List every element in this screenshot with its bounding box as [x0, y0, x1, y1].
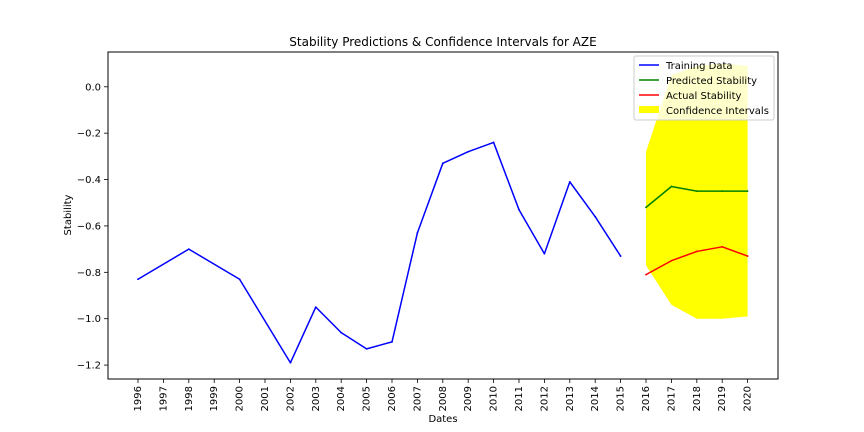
- legend-swatch-confidence: [639, 106, 659, 113]
- training-data-point: [594, 215, 597, 218]
- x-tick-label: 2011: [514, 386, 525, 411]
- x-tick-label: 2004: [336, 386, 347, 411]
- x-tick-label: 2010: [489, 386, 500, 411]
- y-tick-label: −0.4: [77, 175, 101, 186]
- actual-stability-point: [746, 255, 749, 257]
- x-tick-label: 2006: [387, 386, 398, 411]
- x-tick-label: 2014: [590, 386, 601, 411]
- training-data-point: [568, 180, 571, 183]
- x-tick-label: 2020: [743, 386, 754, 411]
- training-data-point: [619, 255, 622, 257]
- training-data-point: [467, 150, 470, 153]
- x-tick-label: 2000: [235, 386, 246, 411]
- actual-stability-point: [695, 250, 698, 253]
- x-tick-label: 2009: [463, 386, 474, 411]
- training-data-point: [187, 248, 190, 251]
- y-axis-title: Stability: [63, 194, 74, 235]
- y-tick-label: 0.0: [85, 82, 101, 93]
- legend-label-actual: Actual Stability: [666, 91, 742, 102]
- y-tick-label: −1.0: [77, 314, 101, 325]
- predicted-stability-point: [670, 185, 673, 188]
- predicted-stability-point: [721, 190, 724, 193]
- actual-stability-point: [670, 259, 673, 262]
- x-tick-label: 2015: [616, 386, 627, 411]
- x-tick-label: 2017: [666, 386, 677, 411]
- x-tick-label: 2007: [412, 386, 423, 411]
- chart-title: Stability Predictions & Confidence Inter…: [289, 35, 596, 49]
- x-tick-label: 2008: [438, 386, 449, 411]
- training-data-point: [391, 340, 393, 343]
- x-tick-label: 2012: [539, 386, 550, 411]
- legend-label-training: Training Data: [665, 61, 733, 72]
- x-tick-label: 1996: [133, 386, 144, 411]
- training-data-point: [416, 231, 419, 234]
- y-tick-label: −0.2: [77, 129, 101, 140]
- x-tick-label: 2016: [641, 386, 652, 411]
- legend: Training Data Predicted Stability Actual…: [633, 55, 775, 121]
- x-tick-label: 1997: [158, 386, 169, 411]
- x-axis: 1996 1997 1998 1999 2000 2001 2002 2003 2004 2005…: [133, 379, 754, 411]
- x-tick-label: 2002: [285, 386, 296, 411]
- predicted-stability-point: [746, 190, 749, 193]
- predicted-stability-point: [695, 190, 698, 193]
- actual-stability-point: [721, 245, 724, 248]
- training-data-point: [543, 252, 546, 255]
- x-tick-label: 2003: [311, 386, 322, 411]
- series-layer: [137, 141, 749, 364]
- training-data-line: [137, 141, 622, 364]
- predicted-stability-point: [645, 206, 647, 209]
- x-tick-label: 1999: [209, 386, 220, 411]
- training-data-point: [137, 278, 139, 281]
- y-tick-label: −1.2: [77, 361, 101, 372]
- training-data-point: [314, 306, 317, 309]
- training-data-point: [518, 208, 520, 211]
- y-axis: 0.0 −0.2 −0.4 −0.6 −0.8 −1.0 −1.2: [77, 82, 108, 372]
- x-tick-label: 1998: [184, 386, 195, 411]
- y-tick-label: −0.8: [77, 268, 101, 279]
- x-tick-label: 2005: [362, 386, 373, 411]
- training-data-point: [492, 141, 495, 144]
- x-axis-title: Dates: [428, 414, 457, 425]
- x-tick-label: 2001: [260, 386, 271, 411]
- training-data-point: [441, 162, 444, 165]
- x-tick-label: 2019: [717, 386, 728, 411]
- legend-label-predicted: Predicted Stability: [666, 76, 757, 87]
- x-tick-label: 2013: [565, 386, 576, 411]
- training-data-point: [238, 278, 241, 281]
- x-tick-label: 2018: [692, 386, 703, 411]
- training-data-point: [289, 361, 292, 364]
- training-data-point: [340, 331, 343, 334]
- legend-label-confidence: Confidence Intervals: [666, 106, 769, 117]
- actual-stability-point: [645, 273, 647, 276]
- legend-box: [633, 55, 775, 121]
- y-tick-label: −0.6: [77, 221, 101, 232]
- training-data-point: [365, 347, 368, 350]
